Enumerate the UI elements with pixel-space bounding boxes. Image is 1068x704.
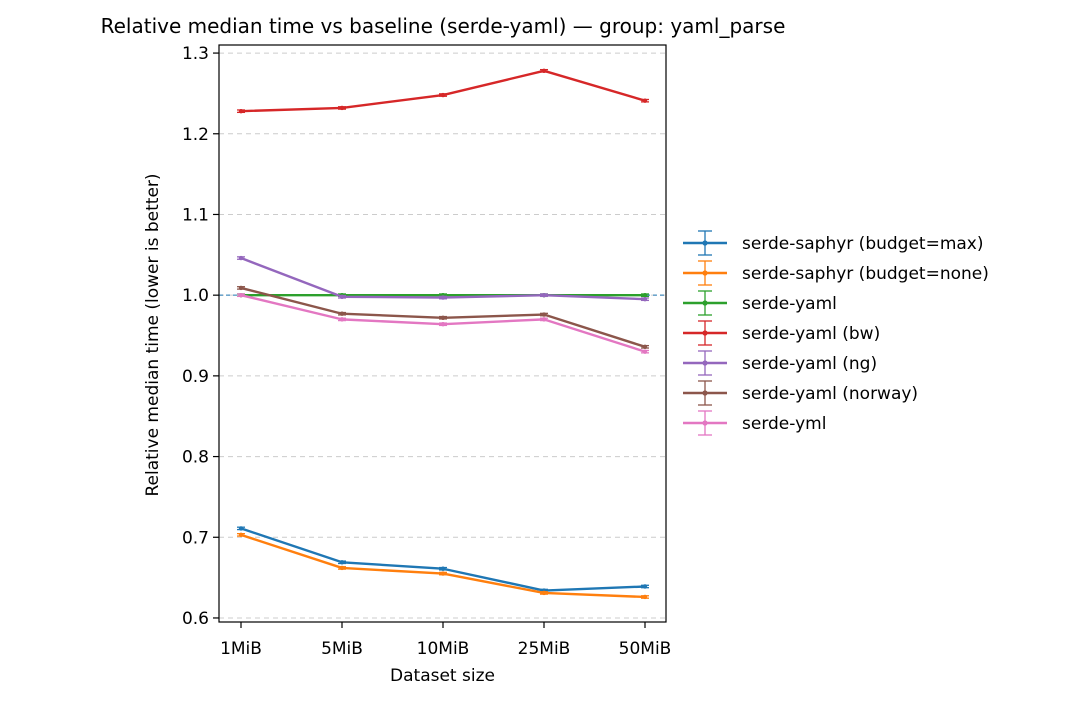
legend-marker	[702, 360, 708, 366]
data-point	[339, 294, 345, 299]
data-point	[339, 565, 345, 571]
series-line	[240, 533, 646, 599]
x-tick-label: 10MiB	[417, 639, 470, 659]
series	[237, 285, 649, 350]
chart-title: Relative median time vs baseline (serde-…	[101, 14, 786, 38]
y-tick-label: 0.7	[182, 528, 209, 548]
data-point	[642, 98, 648, 103]
plot-frame	[218, 44, 667, 623]
series	[237, 526, 649, 593]
data-point	[541, 317, 547, 322]
legend-item: serde-yaml (norway)	[683, 380, 918, 406]
y-tick-label: 1.1	[182, 205, 209, 225]
legend-label: serde-yaml (bw)	[742, 324, 880, 344]
data-point	[642, 292, 648, 298]
y-tick-label: 0.8	[182, 448, 209, 468]
y-tick-label: 1.3	[182, 44, 209, 64]
x-tick-label: 5MiB	[321, 639, 363, 659]
legend-item: serde-saphyr (budget=none)	[683, 260, 989, 286]
data-point	[541, 292, 547, 298]
legend-label: serde-yml	[742, 414, 826, 434]
series	[237, 255, 649, 302]
data-point	[642, 349, 648, 354]
data-point	[541, 312, 547, 317]
data-point	[339, 560, 345, 565]
legend-label: serde-saphyr (budget=max)	[742, 234, 984, 254]
data-point	[440, 92, 446, 98]
legend-label: serde-yaml	[742, 294, 837, 314]
data-point	[440, 322, 446, 327]
series	[237, 532, 649, 600]
series	[237, 68, 649, 114]
data-point	[339, 311, 345, 316]
data-point	[440, 571, 446, 576]
legend-item: serde-saphyr (budget=max)	[683, 230, 984, 256]
series-group	[237, 68, 649, 600]
data-point	[541, 68, 547, 74]
y-tick-label: 1.0	[182, 286, 209, 306]
legend-item: serde-yml	[683, 410, 826, 436]
series	[237, 292, 649, 354]
legend-item: serde-yaml (bw)	[683, 320, 880, 346]
legend-marker	[702, 330, 708, 336]
legend-label: serde-saphyr (budget=none)	[742, 264, 989, 284]
data-point	[440, 315, 446, 320]
data-point	[238, 108, 244, 114]
legend-marker	[702, 270, 708, 276]
legend-marker	[702, 240, 708, 246]
data-point	[238, 526, 244, 531]
data-point	[642, 594, 648, 600]
legend: serde-saphyr (budget=max) serde-saphyr (b…	[683, 230, 989, 436]
x-axis: 1MiB 5MiB 10MiB 25MiB 50MiB	[220, 622, 671, 659]
x-axis-label: Dataset size	[390, 666, 495, 686]
data-point	[238, 292, 244, 298]
data-point	[339, 105, 345, 111]
data-point	[238, 532, 244, 538]
x-tick-label: 25MiB	[518, 639, 571, 659]
legend-label: serde-yaml (norway)	[742, 384, 918, 404]
data-point	[238, 285, 244, 291]
data-point	[541, 590, 547, 596]
data-point	[238, 255, 244, 261]
x-tick-label: 50MiB	[619, 639, 672, 659]
y-tick-label: 0.9	[182, 367, 209, 387]
y-axis: 0.6 0.7 0.8 0.9 1.0 1.1 1.2 1.3	[182, 44, 219, 629]
data-point	[339, 317, 345, 322]
legend-label: serde-yaml (ng)	[742, 354, 877, 374]
legend-item: serde-yaml (ng)	[683, 350, 877, 376]
data-point	[642, 584, 648, 589]
legend-marker	[702, 390, 708, 396]
x-tick-label: 1MiB	[220, 639, 262, 659]
grid-lines	[219, 52, 666, 619]
legend-item: serde-yaml	[683, 290, 837, 316]
data-point	[440, 566, 446, 571]
data-point	[642, 297, 648, 302]
legend-marker	[702, 420, 708, 426]
y-tick-label: 1.2	[182, 125, 209, 145]
data-point	[642, 344, 648, 350]
data-point	[440, 295, 446, 300]
legend-marker	[702, 300, 708, 306]
y-axis-label: Relative median time (lower is better)	[143, 173, 163, 496]
y-tick-label: 0.6	[182, 609, 209, 629]
series-line	[240, 69, 646, 113]
